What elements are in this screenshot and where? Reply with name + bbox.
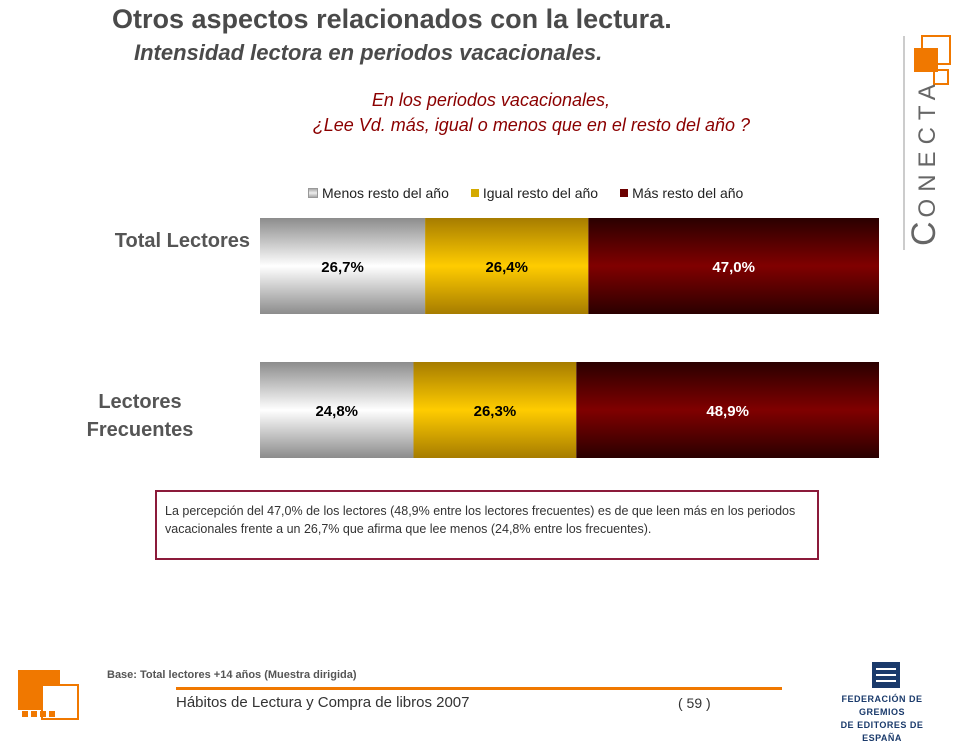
legend-swatch-more (620, 189, 629, 197)
legend-label-less: Menos resto del año (322, 185, 449, 201)
footer-divider (176, 687, 782, 690)
row-label-total: Total Lectores (114, 230, 250, 252)
row-label-frequent-line1: Lectores (98, 391, 182, 413)
page-title: Otros aspectos relacionados con la lectu… (112, 4, 672, 34)
conecta-rest: ONECTA (914, 77, 941, 218)
bar-segment-more-0 (588, 218, 879, 314)
legend-label-more: Más resto del año (632, 185, 744, 201)
stacked-bar-chart: 26,7% 26,4% 47,0% 24,8% 26,3% 48,9% (260, 218, 879, 458)
legend-item-same: Igual resto del año (470, 185, 599, 201)
federation-name-line2: DE EDITORES DE ESPAÑA (840, 720, 924, 743)
page-number: ( 59 ) (678, 695, 711, 711)
bar-segment-same-1 (413, 362, 577, 458)
question-line-1: En los periodos vacacionales, (371, 90, 610, 110)
row-label-frequent: Lectores Frecuentes (80, 388, 200, 444)
legend-swatch-less (308, 188, 318, 198)
report-title: Hábitos de Lectura y Compra de libros 20… (176, 694, 470, 711)
data-label-same-0: 26,4% (485, 259, 528, 276)
data-label-less-1: 24,8% (315, 403, 358, 420)
data-label-less-0: 26,7% (321, 259, 364, 276)
base-note: Base: Total lectores +14 años (Muestra d… (107, 669, 357, 681)
data-label-more-0: 47,0% (712, 259, 755, 276)
bar-segment-more-1 (576, 362, 879, 458)
bar-segment-less-0 (260, 218, 426, 314)
page-subtitle: Intensidad lectora en periodos vacaciona… (134, 40, 603, 65)
legend-label-same: Igual resto del año (482, 185, 599, 201)
data-label-same-1: 26,3% (474, 403, 517, 420)
chart-legend: Menos resto del año Igual resto del año … (308, 185, 743, 201)
conecta-wordmark: CONECTA (905, 77, 944, 246)
federation-name-line1: FEDERACIÓN DE GREMIOS (841, 694, 923, 717)
data-label-more-1: 48,9% (706, 403, 749, 420)
legend-swatch-same (470, 189, 479, 197)
legend-item-less: Menos resto del año (308, 185, 449, 201)
federation-logo (872, 662, 900, 688)
bar-segment-less-1 (260, 362, 414, 458)
row-label-frequent-line2: Frecuentes (86, 419, 194, 441)
question-line-2: ¿Lee Vd. más, igual o menos que en el re… (312, 115, 750, 135)
bar-segment-same-0 (425, 218, 589, 314)
footer-logo-squares (18, 670, 79, 720)
federation-name: FEDERACIÓN DE GREMIOS DE EDITORES DE ESP… (822, 693, 942, 745)
legend-item-more: Más resto del año (620, 185, 743, 201)
conecta-initial: C (905, 217, 943, 246)
summary-note: La percepción del 47,0% de los lectores … (155, 490, 819, 560)
conecta-logo-frame (903, 35, 951, 250)
